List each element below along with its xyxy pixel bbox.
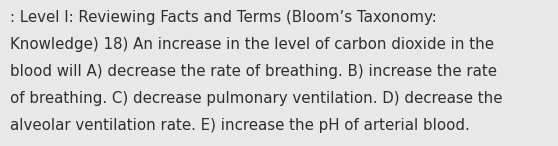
Text: blood will A) decrease the rate of breathing. B) increase the rate: blood will A) decrease the rate of breat… xyxy=(10,64,497,79)
Text: : Level I: Reviewing Facts and Terms (Bloom’s Taxonomy:: : Level I: Reviewing Facts and Terms (Bl… xyxy=(10,10,437,25)
Text: of breathing. C) decrease pulmonary ventilation. D) decrease the: of breathing. C) decrease pulmonary vent… xyxy=(10,91,503,106)
Text: alveolar ventilation rate. E) increase the pH of arterial blood.: alveolar ventilation rate. E) increase t… xyxy=(10,118,470,133)
Text: Knowledge) 18) An increase in the level of carbon dioxide in the: Knowledge) 18) An increase in the level … xyxy=(10,37,494,52)
